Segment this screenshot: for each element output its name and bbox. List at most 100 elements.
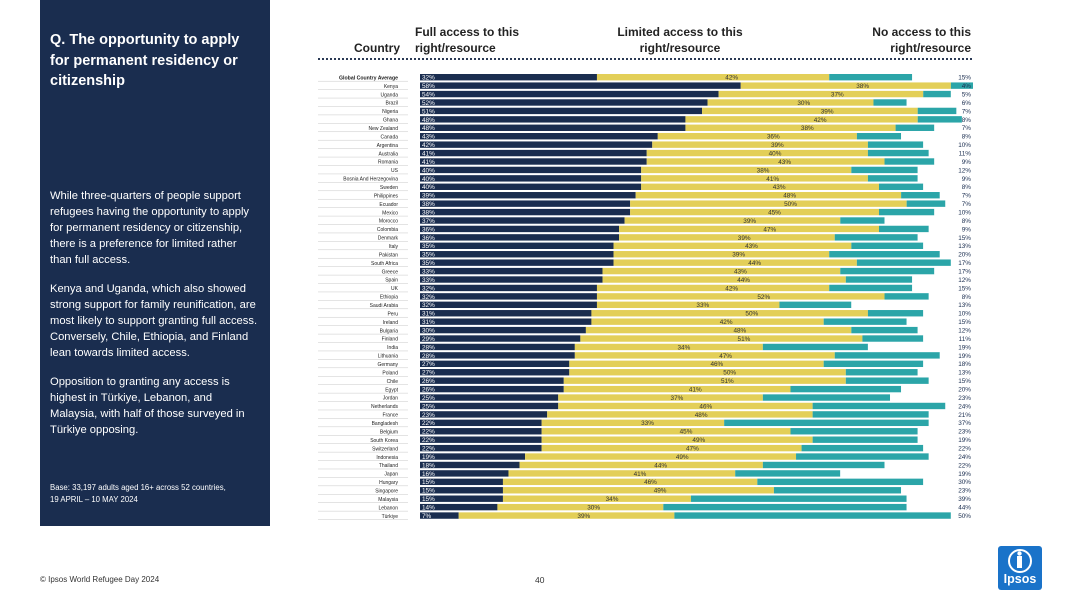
- bar-none-south-africa: [856, 259, 951, 266]
- bar-other-uganda: [950, 90, 973, 98]
- label-full-t-rkiye: 7%: [422, 513, 432, 520]
- label-full-romania: 41%: [422, 159, 435, 166]
- bar-full-italy: [420, 242, 614, 249]
- bar-limited-greece: [602, 267, 841, 275]
- bar-full-denmark: [420, 234, 620, 241]
- label-limited-india: 34%: [677, 344, 690, 351]
- country-label-hungary: Hungary: [379, 480, 398, 486]
- label-none-colombia: 9%: [962, 226, 972, 233]
- bar-full-colombia: [420, 225, 620, 233]
- base-note-line-1: Base: 33,197 adults aged 16+ across 52 c…: [50, 483, 226, 492]
- country-label-nigeria: Nigeria: [382, 109, 398, 115]
- bar-full-switzerland: [420, 444, 542, 452]
- bar-other-t-rkiye: [950, 512, 973, 519]
- bar-none-south-korea: [812, 436, 918, 443]
- label-limited-thailand: 44%: [654, 462, 667, 469]
- bar-none-argentina: [867, 141, 924, 148]
- label-limited-poland: 50%: [723, 370, 736, 377]
- bar-other-new-zealand: [934, 124, 973, 131]
- label-limited-brazil: 30%: [797, 100, 810, 107]
- bar-none-hungary: [757, 478, 924, 486]
- sidebar-panel: Q. The opportunity to apply for permanen…: [40, 0, 270, 526]
- bar-full-morocco: [420, 217, 625, 224]
- label-limited-argentina: 39%: [771, 142, 784, 149]
- label-full-south-africa: 35%: [422, 260, 435, 267]
- bar-none-romania: [884, 158, 935, 165]
- bar-full-south-korea: [420, 436, 542, 443]
- bar-full-philippines: [420, 192, 636, 199]
- bar-other-canada: [901, 133, 973, 140]
- bar-none-france: [812, 411, 929, 418]
- label-none-spain: 12%: [958, 277, 971, 284]
- bar-none-morocco: [840, 217, 885, 224]
- bar-none-australia: [867, 149, 929, 157]
- country-label-thailand: Thailand: [379, 463, 398, 469]
- label-full-brazil: 52%: [422, 100, 435, 107]
- bar-limited-morocco: [624, 217, 841, 224]
- country-label-poland: Poland: [382, 370, 398, 376]
- label-full-jordan: 25%: [422, 395, 435, 402]
- bar-full-lithuania: [420, 352, 575, 359]
- bar-other-us: [917, 166, 973, 174]
- bar-limited-us: [641, 166, 852, 174]
- bar-none-spain: [845, 276, 913, 283]
- bar-other-greece: [934, 267, 973, 275]
- bar-other-ethiopia: [928, 293, 973, 300]
- label-none-bulgaria: 12%: [958, 328, 971, 335]
- country-label-morocco: Morocco: [379, 219, 398, 225]
- label-full-ghana: 48%: [422, 117, 435, 124]
- bar-none-bosnia-and-herzegovina: [867, 175, 918, 182]
- bar-other-france: [928, 411, 973, 418]
- label-none-belgium: 23%: [958, 429, 971, 436]
- label-full-malaysia: 15%: [422, 496, 435, 503]
- label-none-finland: 11%: [959, 336, 972, 343]
- bar-limited-philippines: [635, 192, 902, 199]
- country-label-brazil: Brazil: [385, 101, 398, 107]
- bar-none-ireland: [823, 318, 907, 325]
- country-label-egypt: Egypt: [385, 387, 398, 393]
- bar-limited-thailand: [519, 461, 763, 469]
- bar-full-south-africa: [420, 259, 614, 266]
- country-label-finland: Finland: [382, 337, 399, 343]
- label-limited-philippines: 48%: [783, 193, 796, 200]
- label-limited-netherlands: 46%: [699, 403, 712, 410]
- bar-limited-global-country-average: [596, 74, 830, 81]
- label-limited-nigeria: 39%: [821, 108, 834, 115]
- country-label-t-rkiye: Türkiye: [382, 514, 399, 520]
- bar-none-egypt: [790, 385, 902, 393]
- bar-full-spain: [420, 276, 603, 283]
- bar-limited-mexico: [630, 208, 879, 216]
- bar-none-japan: [735, 470, 841, 477]
- bar-full-france: [420, 411, 548, 418]
- label-none-peru: 10%: [958, 311, 971, 318]
- country-label-lithuania: Lithuania: [378, 354, 399, 360]
- bar-full-jordan: [420, 394, 559, 401]
- bar-full-india: [420, 343, 575, 351]
- bar-limited-italy: [613, 242, 852, 249]
- limited-access-header-line-1: Limited access to this: [617, 25, 743, 39]
- bar-limited-saudi-arabia: [596, 301, 780, 309]
- bar-none-us: [851, 166, 918, 174]
- country-label-bosnia-and-herzegovina: Bosnia And Herzegovina: [343, 177, 398, 183]
- bar-full-chile: [420, 377, 564, 384]
- label-none-uganda: 5%: [962, 91, 972, 98]
- country-label-bulgaria: Bulgaria: [380, 328, 399, 334]
- label-full-singapore: 15%: [422, 488, 435, 495]
- bar-full-nigeria: [420, 107, 703, 115]
- label-limited-colombia: 47%: [763, 226, 776, 233]
- bar-none-ethiopia: [884, 293, 929, 300]
- label-full-italy: 35%: [422, 243, 435, 250]
- base-note-line-2: 19 APRIL – 10 MAY 2024: [50, 495, 138, 504]
- bar-none-colombia: [878, 225, 929, 233]
- label-limited-bangladesh: 33%: [641, 420, 654, 427]
- bar-limited-uganda: [718, 90, 924, 98]
- label-limited-morocco: 39%: [743, 218, 756, 225]
- bar-other-poland: [917, 369, 973, 376]
- label-none-new-zealand: 7%: [962, 125, 972, 132]
- label-limited-italy: 43%: [745, 243, 758, 250]
- bar-full-us: [420, 166, 642, 174]
- label-limited-ethiopia: 52%: [757, 294, 770, 301]
- bar-other-south-africa: [950, 259, 973, 266]
- header-dotted-divider: [318, 58, 972, 60]
- label-none-ireland: 15%: [958, 319, 971, 326]
